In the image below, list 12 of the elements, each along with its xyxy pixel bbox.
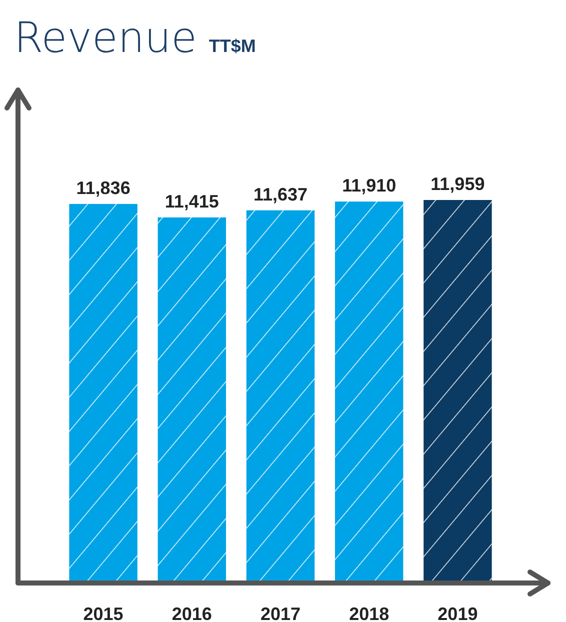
data-label: 11,910 — [342, 176, 396, 196]
x-tick-label: 2017 — [260, 604, 301, 622]
x-tick-label: 2016 — [172, 604, 212, 622]
x-tick-label: 2019 — [438, 604, 478, 622]
x-tick-label: 2018 — [349, 604, 390, 622]
data-label: 11,415 — [164, 191, 219, 212]
data-label: 11,836 — [76, 178, 130, 198]
x-tick-label: 2015 — [83, 604, 124, 622]
chart-title: Revenue — [14, 13, 197, 62]
data-label: 11,637 — [253, 184, 308, 204]
chart-subtitle: TT$M — [208, 36, 256, 56]
data-label: 11,959 — [430, 174, 485, 194]
